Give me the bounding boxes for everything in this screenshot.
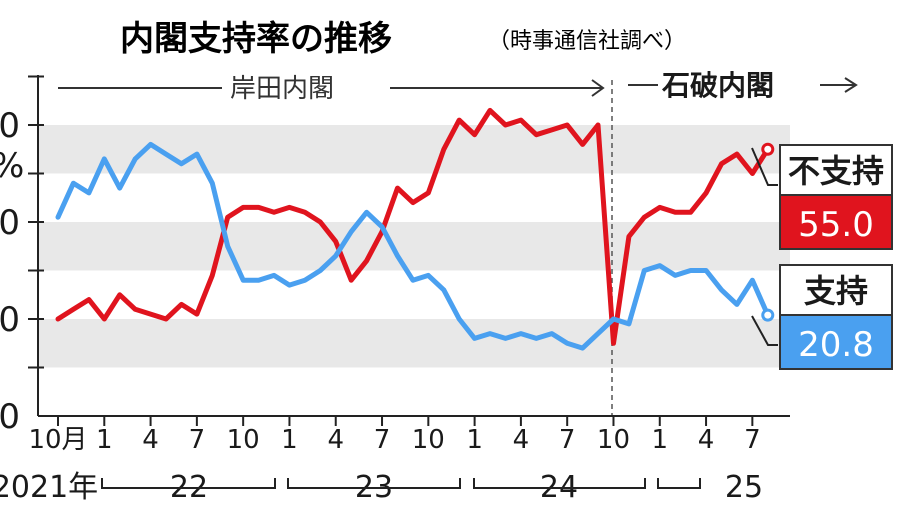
disapprove-value-box	[779, 194, 893, 250]
series-lines	[55, 107, 775, 351]
x-tick-label: 7	[559, 425, 576, 455]
y-tick-label: 40	[0, 203, 20, 243]
x-tick-label: 1	[466, 425, 483, 455]
approve-label-box	[779, 264, 893, 316]
disapprove-label-box	[779, 144, 893, 196]
y-axis-unit: %	[0, 146, 24, 186]
series-line-0	[55, 107, 771, 346]
year-label: 2021年	[0, 470, 98, 505]
year-bracket	[473, 478, 646, 489]
x-tick-label: 10	[412, 425, 445, 455]
era-label-kishida: 岸田内閣	[230, 74, 334, 104]
era-label-ishiba: 石破内閣	[661, 69, 774, 102]
y-tick-label: 0	[0, 397, 20, 437]
y-tick-label: 60	[0, 106, 20, 146]
grid-band-0	[38, 319, 790, 368]
x-tick-label: 10	[597, 425, 630, 455]
series-end-marker	[761, 308, 775, 322]
approve-callout-line	[751, 315, 778, 346]
year-bracket	[657, 478, 701, 489]
year-label: 25	[725, 470, 763, 505]
series-line-1	[55, 141, 771, 351]
x-tick-label: 10	[227, 425, 260, 455]
x-tick-label: 4	[513, 425, 530, 455]
kishida-era-arrow-icon	[591, 79, 605, 97]
y-tick-label: 20	[0, 300, 20, 340]
approve-value: 20.8	[798, 325, 874, 365]
grid-bands	[38, 125, 790, 368]
x-tick-label: 4	[698, 425, 715, 455]
year-labels: 2021年 22 23 24 25	[0, 470, 763, 505]
x-tick-label: 1	[651, 425, 668, 455]
source-note: （時事通信社調べ）	[488, 29, 686, 54]
ishiba-era-arrow-icon	[844, 77, 858, 93]
disapprove-label: 不支持	[788, 152, 884, 190]
x-tick-label: 4	[327, 425, 344, 455]
year-bracket	[101, 478, 276, 489]
y-axis-ticks: 0 20 40 60	[0, 75, 44, 437]
chart-title: 内閣支持率の推移	[120, 19, 392, 59]
x-tick-label: 1	[281, 425, 298, 455]
approve-label: 支持	[804, 272, 868, 310]
x-tick-label: 7	[744, 425, 761, 455]
disapprove-value: 55.0	[798, 205, 874, 245]
x-tick-label: 10月	[28, 425, 87, 455]
grid-band-1	[38, 222, 790, 271]
x-tick-label: 7	[189, 425, 206, 455]
x-tick-label: 1	[96, 425, 113, 455]
x-tick-label: 4	[142, 425, 159, 455]
grid-band-2	[38, 125, 790, 174]
x-axis-ticks: 10月 1 4 7 10 1 4 7 10 1 4 7 10 1 4 7	[28, 416, 761, 455]
x-tick-label: 7	[374, 425, 391, 455]
disapprove-callout-line	[751, 147, 778, 186]
year-bracket	[287, 478, 461, 489]
approve-value-box	[779, 314, 893, 370]
series-end-marker	[761, 142, 775, 156]
